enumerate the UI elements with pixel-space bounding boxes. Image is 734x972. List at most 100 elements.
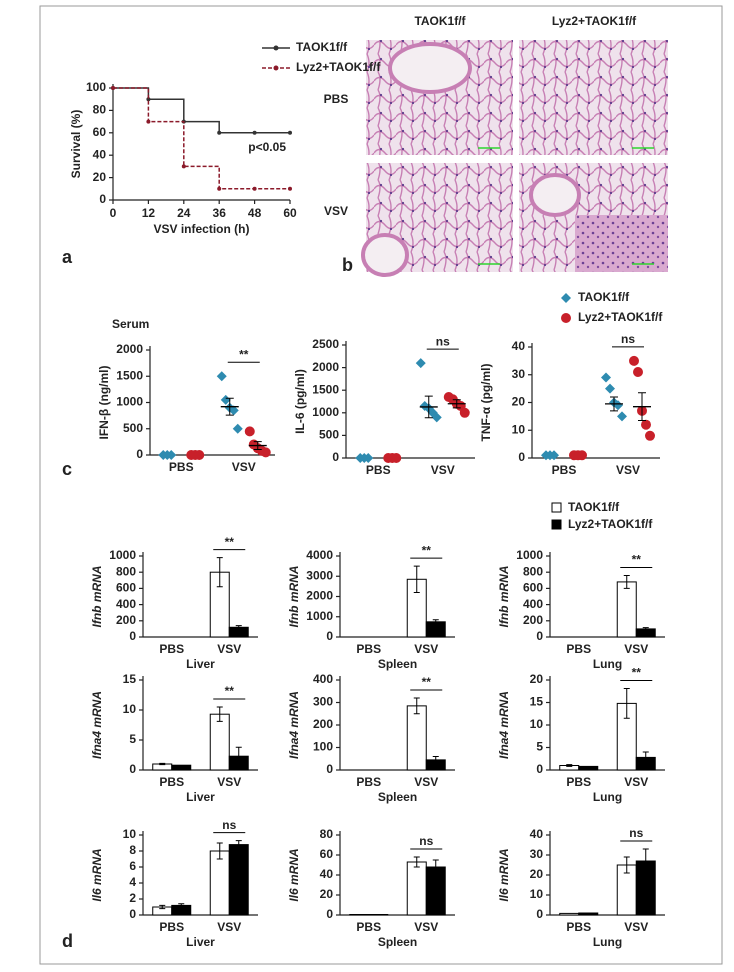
x-tick-label: 0 (110, 206, 117, 220)
y-tick-label: 40 (530, 827, 544, 841)
error-bar (225, 397, 234, 416)
bar (368, 914, 389, 916)
point (244, 426, 255, 437)
x-tick-label: PBS (566, 642, 591, 656)
error-bar (413, 697, 420, 715)
y-axis-label: IFN-β (ng/ml) (97, 366, 111, 440)
x-tick-label: 60 (283, 206, 297, 220)
y-tick-label: 10 (123, 827, 137, 841)
y-axis-label: Ifnb mRNA (90, 566, 104, 628)
column-label: TAOK1f/f (414, 14, 466, 28)
y-axis-label: Il6 mRNA (497, 848, 511, 901)
x-tick-label: VSV (414, 775, 438, 789)
y-tick-label: 600 (116, 581, 136, 595)
point (111, 86, 115, 90)
vessel (529, 173, 581, 217)
error-bar (623, 574, 630, 589)
x-axis-label: Liver (186, 935, 215, 949)
y-tick-label: 400 (523, 597, 543, 611)
y-tick-label: 0 (129, 629, 136, 643)
annotation: p<0.05 (248, 140, 286, 154)
point (260, 447, 271, 458)
histology: TAOK1f/f Lyz2+TAOK1f/f PBS VSV (324, 14, 668, 277)
point (166, 450, 177, 460)
annotation: ns (222, 818, 236, 832)
y-tick-label: 5 (536, 740, 543, 754)
point (645, 430, 655, 441)
point (549, 450, 559, 461)
x-tick-label: PBS (356, 775, 381, 789)
y-tick-label: 0 (518, 450, 525, 464)
y-axis-label: Ifna4 mRNA (497, 691, 511, 759)
y-tick-label: 20 (530, 867, 544, 881)
y-tick-label: 15 (530, 695, 544, 709)
error-bar (216, 706, 223, 722)
y-axis-label: IL-6 (pg/ml) (293, 369, 307, 434)
x-axis-label: Liver (186, 790, 215, 804)
y-tick-label: 30 (530, 847, 544, 861)
y-tick-label: 1000 (516, 548, 543, 562)
error-bar (566, 764, 573, 767)
y-tick-label: 3000 (306, 568, 333, 582)
bar (616, 581, 637, 638)
bar (171, 764, 192, 771)
error-bar (216, 842, 223, 860)
y-tick-label: 10 (530, 887, 544, 901)
x-tick-label: VSV (414, 920, 438, 934)
y-tick-label: 2 (129, 891, 136, 905)
y-tick-label: 200 (313, 717, 333, 731)
legend-label: TAOK1f/f (296, 40, 348, 54)
survival-line (113, 87, 290, 134)
y-tick-label: 2000 (306, 589, 333, 603)
y-axis-label: Il6 mRNA (287, 848, 301, 901)
y-tick-label: 0 (99, 192, 106, 206)
serum-label: Serum (112, 317, 149, 331)
error-bar (642, 627, 649, 631)
y-tick-label: 20 (512, 395, 526, 409)
y-tick-label: 80 (320, 827, 334, 841)
point (146, 97, 151, 102)
y-tick-label: 4000 (306, 548, 333, 562)
legend-marker (273, 65, 279, 71)
error-bar (623, 856, 630, 874)
bar (559, 912, 580, 916)
y-tick-label: 0 (136, 447, 143, 461)
vessel (388, 42, 472, 94)
y-axis-label: TNF-α (pg/ml) (479, 363, 493, 441)
y-axis-label: Survival (%) (69, 110, 83, 179)
x-tick-label: PBS (566, 775, 591, 789)
error-bar (413, 856, 420, 868)
x-axis-label: VSV infection (h) (154, 222, 250, 236)
x-tick-label: VSV (624, 920, 648, 934)
x-tick-label: 12 (142, 206, 156, 220)
point (252, 130, 257, 135)
annotation: ** (632, 666, 642, 680)
error-bar (235, 625, 242, 630)
y-axis-label: Ifna4 mRNA (287, 691, 301, 759)
y-tick-label: 40 (512, 339, 526, 353)
x-tick-label: 36 (213, 206, 227, 220)
x-tick-label: PBS (552, 463, 577, 477)
annotation: ns (621, 332, 635, 346)
x-tick-label: PBS (366, 463, 391, 477)
y-tick-label: 100 (313, 740, 333, 754)
x-axis-label: Spleen (378, 935, 417, 949)
y-tick-label: 6 (129, 859, 136, 873)
error-bar (432, 859, 439, 875)
point (601, 372, 611, 383)
x-tick-label: VSV (431, 463, 455, 477)
error-bar (623, 688, 630, 719)
y-tick-label: 100 (86, 80, 106, 94)
y-tick-label: 500 (123, 421, 143, 435)
error-bar (235, 840, 242, 850)
vessel (361, 233, 409, 277)
annotation: ** (632, 553, 642, 567)
y-axis-label: Ifnb mRNA (497, 566, 511, 628)
infiltrate (575, 215, 668, 272)
error-bar (642, 848, 649, 874)
x-tick-label: VSV (624, 775, 648, 789)
point (605, 383, 615, 394)
legend-label: TAOK1f/f (568, 500, 620, 514)
bar (406, 705, 427, 771)
y-tick-label: 0 (326, 762, 333, 776)
